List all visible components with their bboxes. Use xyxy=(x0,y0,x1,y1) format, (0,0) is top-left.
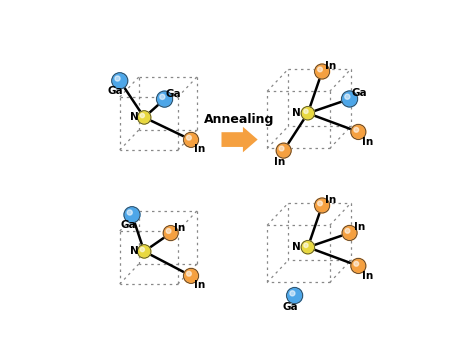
Circle shape xyxy=(279,146,284,151)
Circle shape xyxy=(137,245,151,258)
Circle shape xyxy=(354,261,359,266)
Text: N: N xyxy=(130,112,138,122)
Text: In: In xyxy=(273,157,285,167)
Circle shape xyxy=(276,143,291,158)
Text: In: In xyxy=(174,223,185,233)
Circle shape xyxy=(318,201,322,206)
Circle shape xyxy=(304,243,308,247)
Circle shape xyxy=(140,113,145,118)
Circle shape xyxy=(137,111,151,124)
Circle shape xyxy=(301,240,315,254)
Text: Ga: Ga xyxy=(283,302,298,311)
Circle shape xyxy=(354,127,359,132)
Circle shape xyxy=(183,268,199,283)
Text: N: N xyxy=(292,108,301,118)
Text: Annealing: Annealing xyxy=(204,113,275,126)
Text: N: N xyxy=(130,246,138,256)
Circle shape xyxy=(351,259,366,274)
Circle shape xyxy=(315,198,329,213)
Circle shape xyxy=(112,73,128,89)
Text: In: In xyxy=(325,195,337,205)
Text: Ga: Ga xyxy=(108,86,124,96)
Text: In: In xyxy=(325,61,337,71)
Circle shape xyxy=(156,91,173,107)
Circle shape xyxy=(315,64,329,79)
Text: N: N xyxy=(292,242,301,252)
Circle shape xyxy=(140,247,145,252)
Circle shape xyxy=(318,67,322,72)
Text: Ga: Ga xyxy=(166,89,182,99)
Circle shape xyxy=(115,76,120,81)
Circle shape xyxy=(345,94,350,99)
Polygon shape xyxy=(221,127,258,152)
Text: In: In xyxy=(362,271,373,281)
Circle shape xyxy=(127,210,132,215)
Text: In: In xyxy=(193,144,205,154)
Text: In: In xyxy=(362,137,373,147)
Text: In: In xyxy=(354,222,365,232)
Circle shape xyxy=(160,94,165,100)
Circle shape xyxy=(166,229,171,234)
Circle shape xyxy=(345,228,350,233)
Text: Ga: Ga xyxy=(352,88,367,98)
Circle shape xyxy=(342,91,357,107)
Circle shape xyxy=(124,207,140,223)
Text: Ga: Ga xyxy=(120,220,136,230)
Circle shape xyxy=(301,106,315,120)
Circle shape xyxy=(163,226,178,240)
Circle shape xyxy=(351,125,366,140)
Circle shape xyxy=(183,132,199,147)
Circle shape xyxy=(187,135,191,140)
Circle shape xyxy=(290,291,295,296)
Circle shape xyxy=(187,271,191,276)
Circle shape xyxy=(342,226,357,240)
Circle shape xyxy=(304,109,308,113)
Circle shape xyxy=(287,287,303,303)
Text: In: In xyxy=(193,280,205,290)
